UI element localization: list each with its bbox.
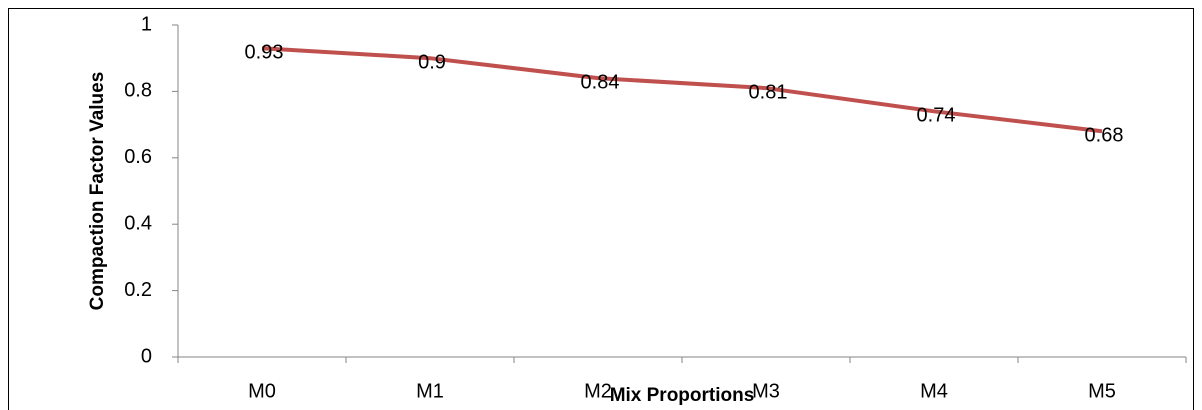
- data-label: 0.9: [418, 51, 446, 73]
- x-tick-label: M0: [248, 380, 276, 402]
- data-label: 0.84: [581, 71, 620, 93]
- data-label: 0.81: [749, 81, 788, 103]
- x-axis-title: Mix Proportions: [610, 385, 755, 406]
- data-label: 0.74: [917, 105, 956, 127]
- x-tick-label: M5: [1088, 380, 1116, 402]
- y-tick-label: 0.4: [124, 212, 152, 234]
- line: [261, 46, 1103, 134]
- y-tick-label: 0: [141, 345, 152, 367]
- x-tick-label: M2: [584, 380, 612, 402]
- y-tick-label: 0.6: [124, 146, 152, 168]
- y-tick-label: 0.2: [124, 279, 152, 301]
- x-tick-label: M1: [416, 380, 444, 402]
- chart-border: [8, 8, 1194, 410]
- x-tick-label: M4: [920, 380, 948, 402]
- y-axis-title: Compaction Factor Values: [87, 72, 108, 311]
- data-label: 0.93: [245, 42, 284, 64]
- data-label: 0.68: [1085, 125, 1124, 147]
- x-tick-label: M3: [752, 380, 780, 402]
- y-tick-label: 1: [141, 13, 152, 35]
- y-tick-label: 0.8: [124, 80, 152, 102]
